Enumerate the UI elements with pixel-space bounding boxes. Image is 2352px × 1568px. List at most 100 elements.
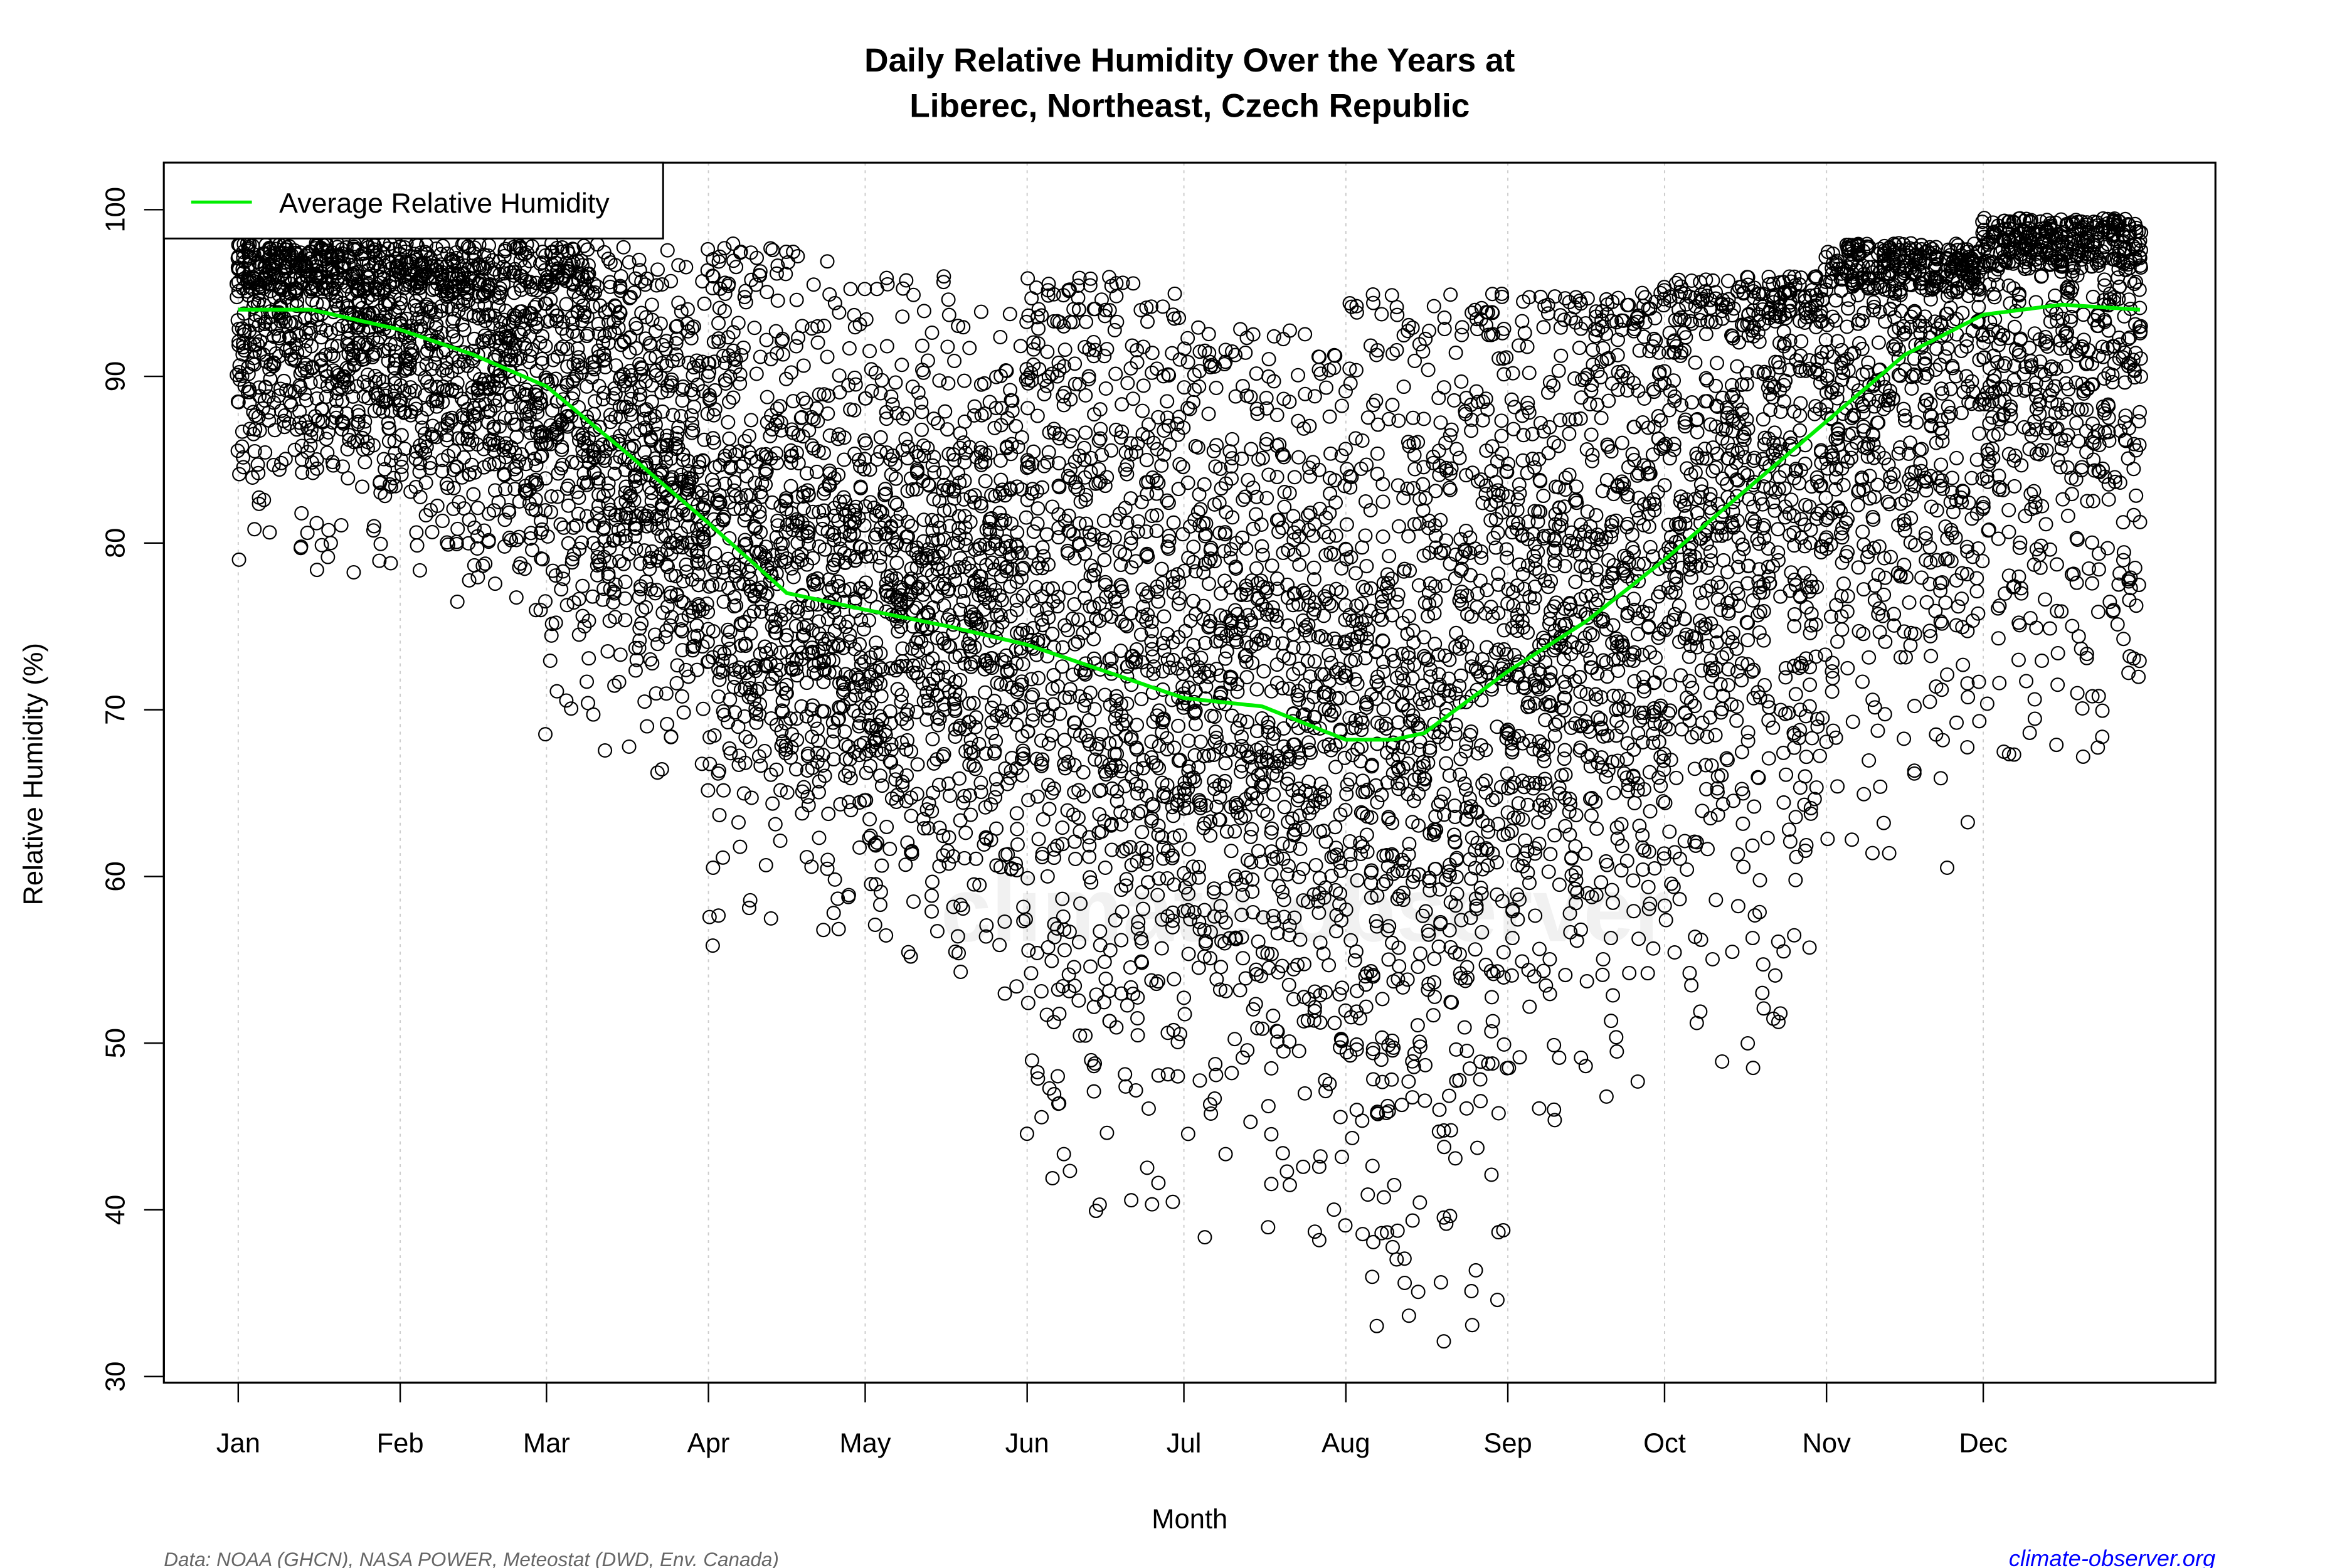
data-point [1606, 988, 1621, 1003]
data-point [1725, 945, 1740, 960]
data-point [1443, 1209, 1458, 1224]
data-point [684, 320, 699, 336]
data-point [2027, 692, 2042, 707]
data-point [832, 368, 847, 383]
data-point [1562, 426, 1577, 442]
data-point [1941, 410, 1956, 425]
data-point [1412, 492, 1428, 507]
data-point [1248, 997, 1263, 1012]
data-point [1094, 727, 1109, 742]
data-point [1941, 399, 1956, 414]
data-point [731, 815, 746, 830]
data-point [1343, 933, 1359, 948]
data-point [1474, 738, 1489, 753]
data-point [1730, 359, 1745, 374]
data-point [1640, 966, 1655, 981]
data-point [1077, 440, 1092, 455]
data-point [953, 898, 968, 913]
data-point [1647, 716, 1662, 731]
data-point [1761, 559, 1776, 575]
data-point [1364, 687, 1379, 702]
data-point [1525, 426, 1540, 442]
data-point [1067, 597, 1082, 612]
data-point [1527, 841, 1542, 856]
data-point [2038, 592, 2053, 607]
data-point [1175, 527, 1190, 542]
data-point [1114, 758, 1129, 773]
data-point [1369, 691, 1384, 706]
data-point [1825, 309, 1840, 324]
data-point [1152, 871, 1167, 886]
data-point [1439, 707, 1454, 723]
data-point [760, 285, 775, 300]
data-point [1468, 942, 1483, 957]
data-point [1157, 644, 1172, 659]
data-point [1458, 782, 1473, 797]
data-point [1657, 898, 1672, 913]
data-point [299, 325, 314, 340]
data-point [618, 613, 633, 628]
data-point [1236, 951, 1251, 966]
data-point [1130, 990, 1145, 1005]
data-point [1266, 908, 1281, 923]
data-point [1256, 803, 1271, 818]
data-point [1400, 972, 1415, 987]
data-point [992, 938, 1007, 953]
data-point [993, 472, 1009, 487]
data-point [1830, 779, 1845, 794]
data-point [1447, 798, 1462, 813]
data-point [1752, 904, 1767, 919]
data-point [1335, 980, 1350, 995]
data-point [1019, 510, 1034, 525]
data-point [1030, 501, 1046, 516]
data-point [773, 645, 788, 660]
data-point [1355, 1227, 1370, 1242]
data-point [1646, 735, 1661, 750]
data-point [1343, 480, 1358, 495]
data-point [921, 820, 936, 835]
data-point [759, 332, 774, 347]
data-point [1261, 1099, 1276, 1114]
data-point [1713, 677, 1728, 692]
data-point [388, 479, 403, 494]
data-point [1172, 457, 1187, 472]
data-point [1421, 609, 1436, 624]
data-point [825, 639, 840, 654]
data-point [1674, 560, 1689, 575]
data-point [1428, 484, 1443, 499]
chart-subtitle: Liberec, Northeast, Czech Republic [909, 88, 1470, 125]
data-point [1799, 651, 1814, 666]
data-point [1034, 983, 1049, 999]
data-point [644, 297, 659, 312]
data-point [987, 420, 1002, 435]
data-point [1484, 1024, 1499, 1039]
data-point [1155, 664, 1170, 679]
data-point [425, 418, 440, 433]
data-point [1322, 529, 1337, 544]
data-point [2121, 665, 2136, 681]
data-point [857, 462, 872, 477]
data-point [1539, 978, 1554, 993]
data-point [1946, 504, 1961, 519]
data-point [1746, 662, 1761, 677]
data-point [889, 795, 904, 810]
data-point [927, 465, 942, 480]
data-point [1611, 364, 1626, 379]
data-point [2060, 509, 2075, 523]
data-point [1051, 1069, 1066, 1084]
data-point [1803, 800, 1818, 815]
data-point [684, 408, 699, 423]
data-point [277, 373, 292, 388]
data-point [1923, 292, 1938, 307]
data-point [1078, 388, 1093, 403]
data-point [341, 471, 356, 485]
data-point [1975, 215, 1990, 230]
data-point [1313, 935, 1328, 950]
data-point [1496, 367, 1512, 382]
data-point [1014, 699, 1028, 714]
data-point [1829, 462, 1844, 477]
data-point [1459, 1101, 1474, 1116]
data-point [1392, 889, 1407, 904]
data-point [1067, 376, 1083, 391]
data-point [1114, 933, 1129, 948]
